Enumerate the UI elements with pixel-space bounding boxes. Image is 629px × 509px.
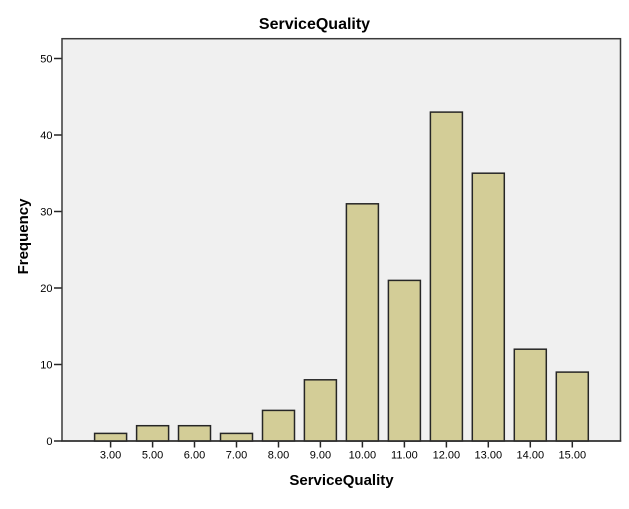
svg-text:0: 0: [46, 436, 52, 448]
svg-text:12.00: 12.00: [433, 450, 461, 462]
svg-text:3.00: 3.00: [100, 450, 121, 462]
svg-text:7.00: 7.00: [226, 450, 247, 462]
svg-text:8.00: 8.00: [268, 450, 289, 462]
svg-text:15.00: 15.00: [559, 450, 587, 462]
svg-text:9.00: 9.00: [310, 450, 331, 462]
svg-text:6.00: 6.00: [184, 450, 205, 462]
svg-text:30: 30: [40, 207, 52, 219]
svg-text:10.00: 10.00: [349, 450, 377, 462]
svg-text:ServiceQuality: ServiceQuality: [289, 472, 394, 489]
svg-text:ServiceQuality: ServiceQuality: [259, 16, 370, 33]
svg-text:13.00: 13.00: [475, 450, 503, 462]
svg-text:14.00: 14.00: [517, 450, 545, 462]
svg-text:50: 50: [40, 54, 52, 66]
svg-text:40: 40: [40, 130, 52, 142]
svg-text:5.00: 5.00: [142, 450, 163, 462]
svg-text:11.00: 11.00: [391, 450, 418, 462]
svg-text:Frequency: Frequency: [15, 198, 32, 275]
svg-text:20: 20: [40, 283, 52, 295]
svg-text:10: 10: [40, 360, 52, 372]
